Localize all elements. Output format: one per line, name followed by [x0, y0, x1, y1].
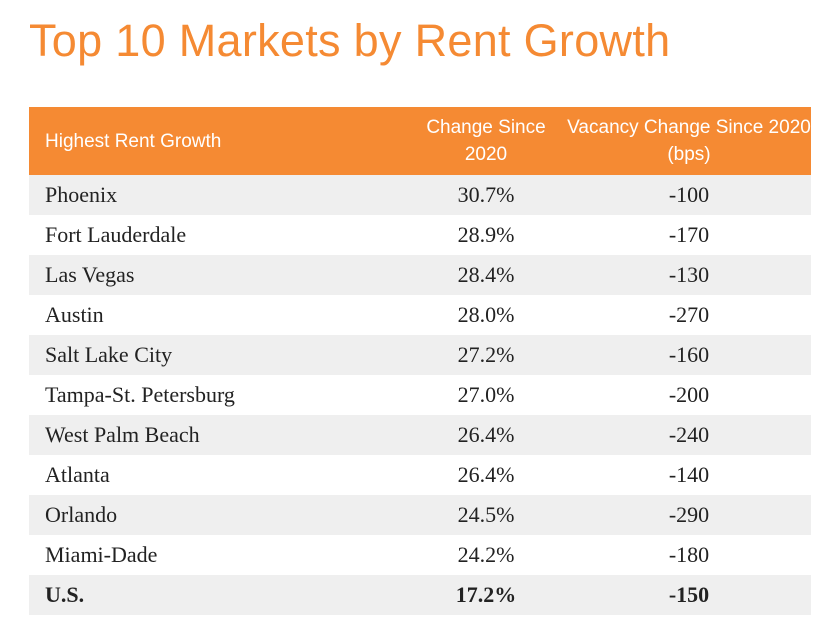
market-name: Tampa-St. Petersburg — [29, 375, 405, 415]
table-row: Atlanta 26.4% -140 — [29, 455, 811, 495]
vacancy-change: -240 — [567, 415, 811, 455]
total-rent-change: 17.2% — [405, 575, 567, 615]
header-row: Highest Rent Growth Change Since 2020 Va… — [29, 107, 811, 175]
market-name: West Palm Beach — [29, 415, 405, 455]
table-row: Miami-Dade 24.2% -180 — [29, 535, 811, 575]
rent-change: 27.2% — [405, 335, 567, 375]
table-body: Phoenix 30.7% -100 Fort Lauderdale 28.9%… — [29, 175, 811, 615]
vacancy-change: -100 — [567, 175, 811, 215]
rent-change: 30.7% — [405, 175, 567, 215]
table-row: Orlando 24.5% -290 — [29, 495, 811, 535]
vacancy-change: -130 — [567, 255, 811, 295]
table-header: Highest Rent Growth Change Since 2020 Va… — [29, 107, 811, 175]
table-row: Fort Lauderdale 28.9% -170 — [29, 215, 811, 255]
total-row: U.S. 17.2% -150 — [29, 575, 811, 615]
market-name: Las Vegas — [29, 255, 405, 295]
rent-change: 26.4% — [405, 455, 567, 495]
total-vacancy-change: -150 — [567, 575, 811, 615]
table-row: Austin 28.0% -270 — [29, 295, 811, 335]
header-market: Highest Rent Growth — [29, 107, 405, 175]
rent-change: 28.0% — [405, 295, 567, 335]
header-vacancy-change: Vacancy Change Since 2020 (bps) — [567, 107, 811, 175]
rent-change: 26.4% — [405, 415, 567, 455]
market-name: Salt Lake City — [29, 335, 405, 375]
vacancy-change: -180 — [567, 535, 811, 575]
table-row: Tampa-St. Petersburg 27.0% -200 — [29, 375, 811, 415]
market-name: Phoenix — [29, 175, 405, 215]
market-name: Orlando — [29, 495, 405, 535]
rent-change: 28.9% — [405, 215, 567, 255]
table-row: West Palm Beach 26.4% -240 — [29, 415, 811, 455]
table-row: Salt Lake City 27.2% -160 — [29, 335, 811, 375]
rent-growth-table: Highest Rent Growth Change Since 2020 Va… — [29, 107, 811, 615]
market-name: Miami-Dade — [29, 535, 405, 575]
vacancy-change: -200 — [567, 375, 811, 415]
rent-change: 27.0% — [405, 375, 567, 415]
total-market-name: U.S. — [29, 575, 405, 615]
rent-change: 24.5% — [405, 495, 567, 535]
rent-change: 24.2% — [405, 535, 567, 575]
vacancy-change: -270 — [567, 295, 811, 335]
vacancy-change: -170 — [567, 215, 811, 255]
header-change-since-2020: Change Since 2020 — [405, 107, 567, 175]
vacancy-change: -290 — [567, 495, 811, 535]
table-row: Phoenix 30.7% -100 — [29, 175, 811, 215]
market-name: Fort Lauderdale — [29, 215, 405, 255]
rent-change: 28.4% — [405, 255, 567, 295]
page-title: Top 10 Markets by Rent Growth — [29, 15, 671, 66]
market-name: Atlanta — [29, 455, 405, 495]
vacancy-change: -160 — [567, 335, 811, 375]
market-name: Austin — [29, 295, 405, 335]
table-row: Las Vegas 28.4% -130 — [29, 255, 811, 295]
vacancy-change: -140 — [567, 455, 811, 495]
